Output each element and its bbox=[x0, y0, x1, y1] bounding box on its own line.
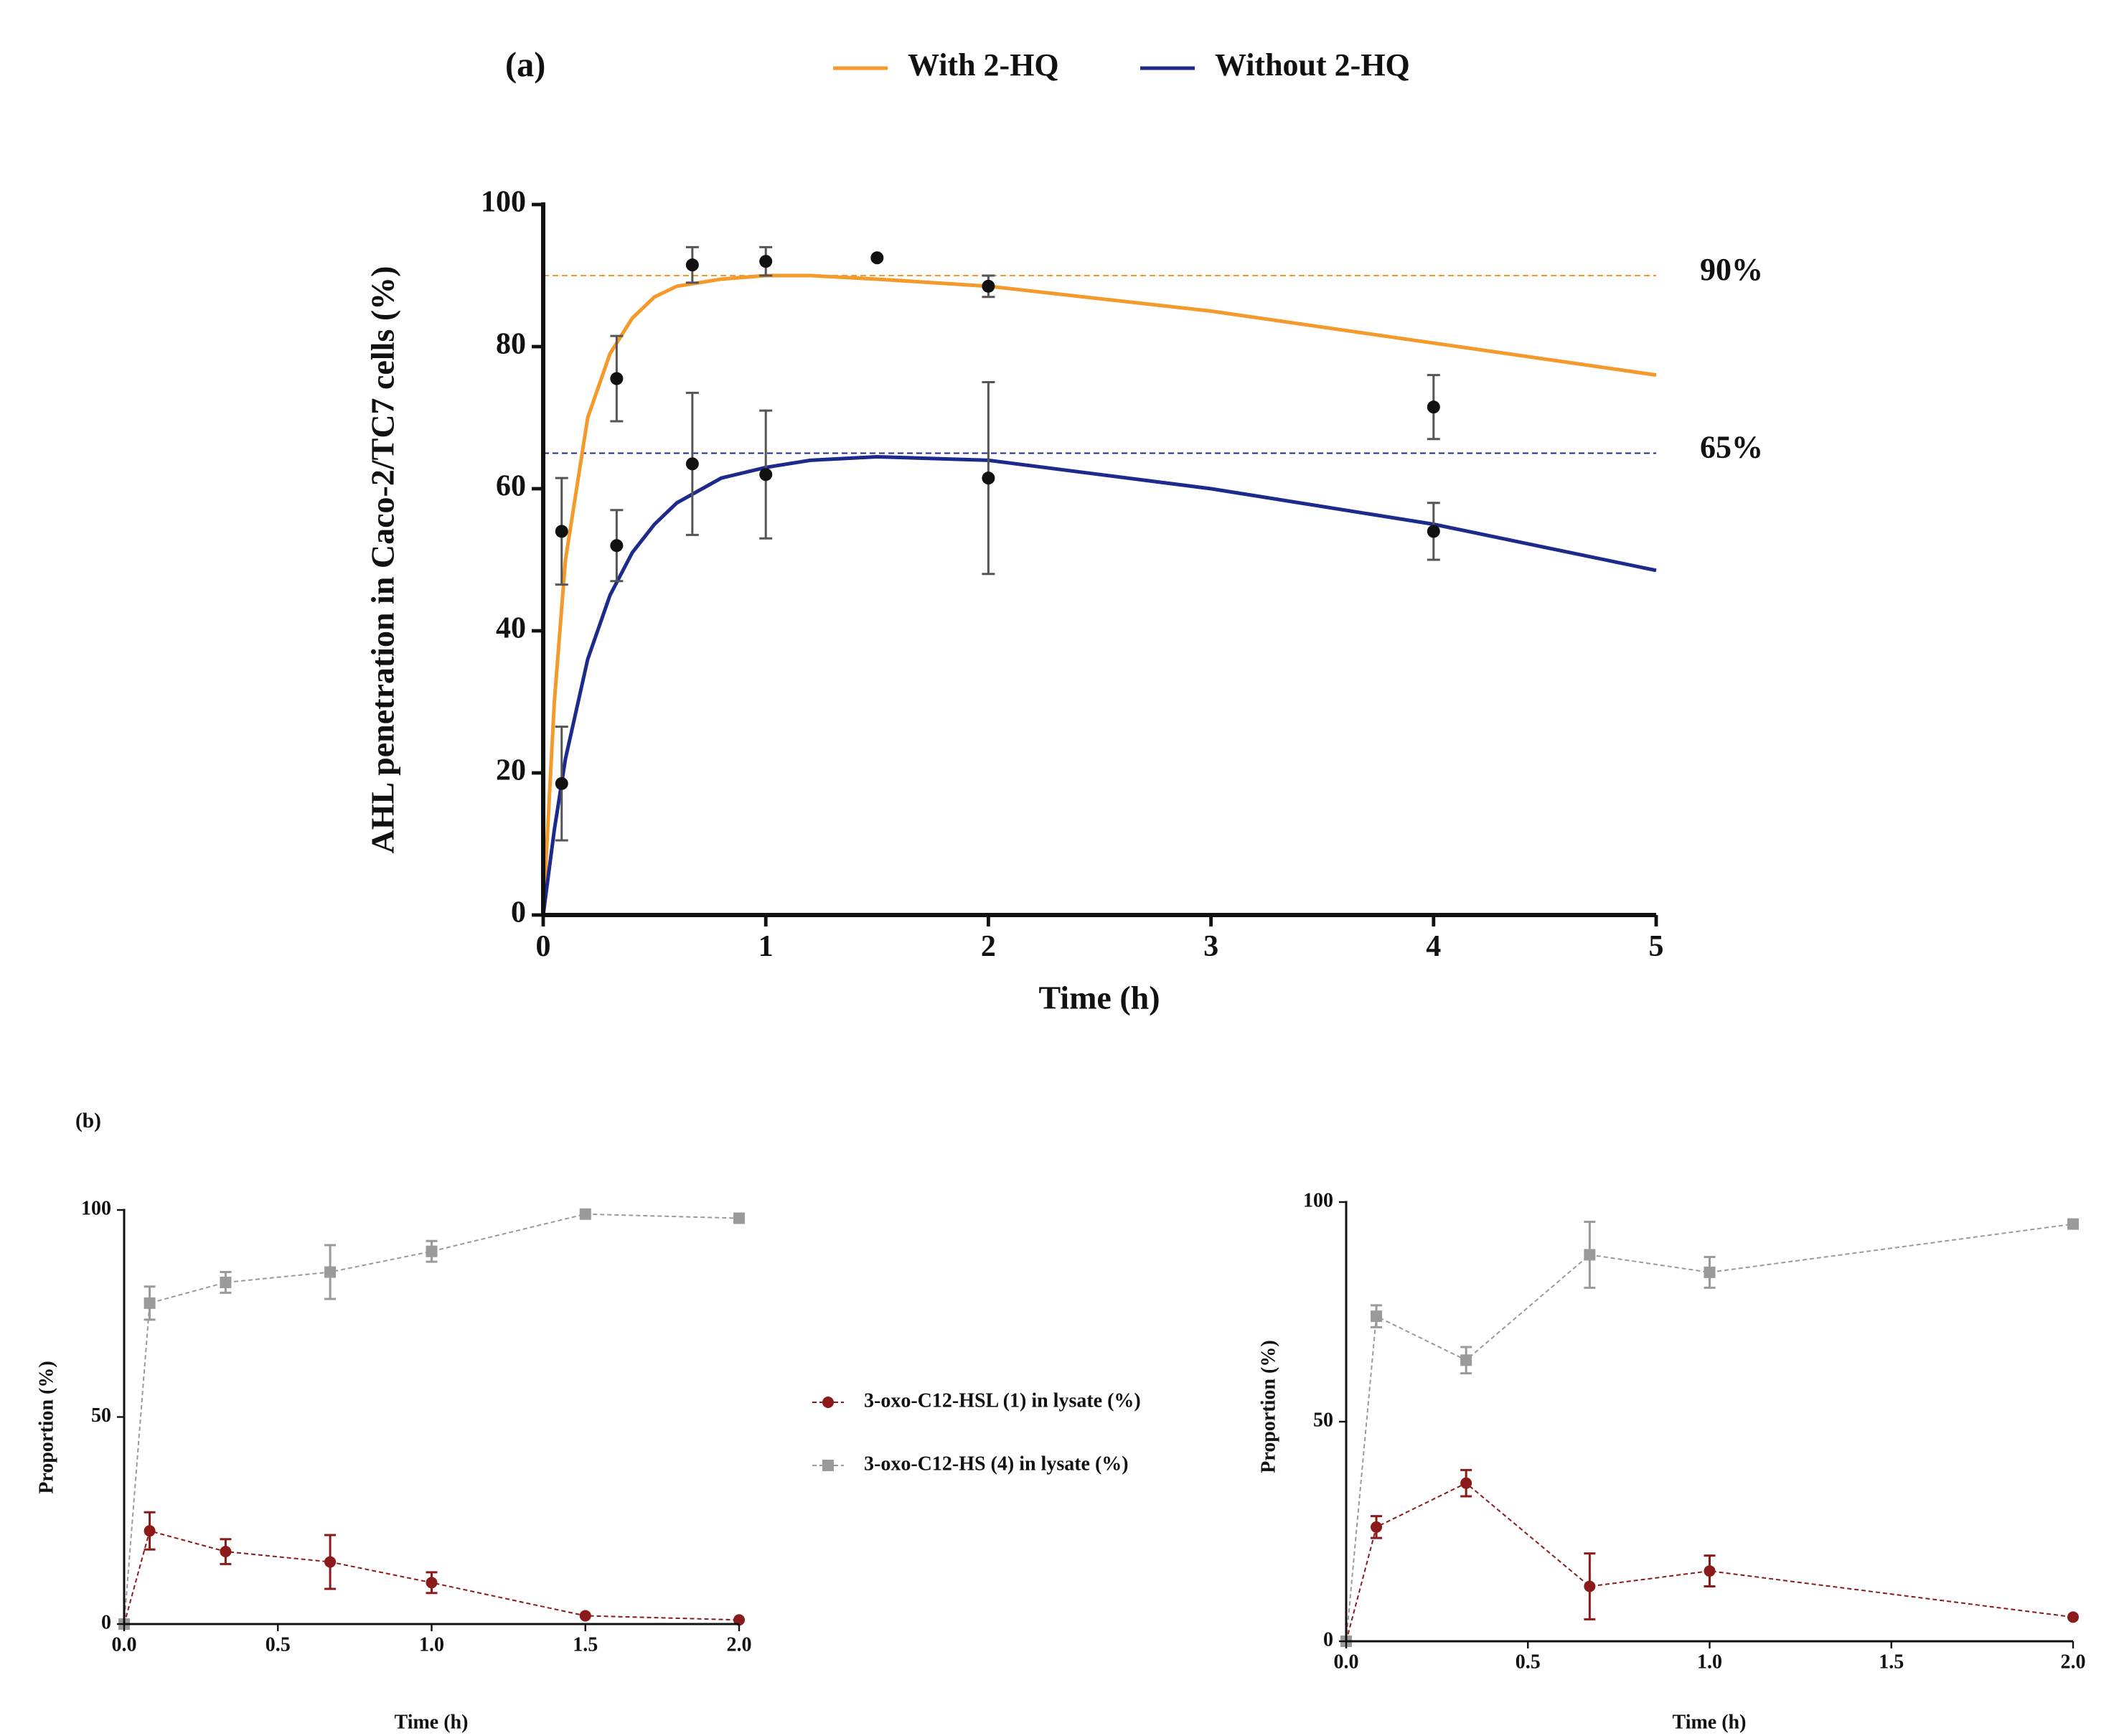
x-tick-label: 2 bbox=[981, 930, 996, 963]
x-tick-label: 1.0 bbox=[419, 1633, 444, 1656]
marker bbox=[733, 1614, 745, 1626]
marker bbox=[685, 457, 699, 471]
y-tick-label: 50 bbox=[1313, 1409, 1333, 1431]
marker bbox=[324, 1556, 337, 1568]
marker bbox=[144, 1525, 156, 1537]
y-tick-label: 100 bbox=[81, 1197, 111, 1219]
marker bbox=[426, 1577, 438, 1589]
x-tick-label: 0.0 bbox=[1334, 1651, 1359, 1673]
y-tick-label: 60 bbox=[496, 470, 526, 503]
x-axis-label: Time (h) bbox=[1038, 980, 1160, 1016]
x-tick-label: 2.0 bbox=[727, 1633, 752, 1656]
marker bbox=[685, 258, 699, 272]
marker bbox=[610, 539, 624, 553]
y-axis-label: AHL penetration in Caco-2/TC7 cells (%) bbox=[365, 266, 401, 854]
marker bbox=[982, 471, 995, 485]
x-tick-label: 4 bbox=[1426, 930, 1441, 963]
marker bbox=[870, 251, 884, 265]
series-line bbox=[123, 1213, 740, 1625]
x-tick-label: 1.5 bbox=[1879, 1651, 1904, 1673]
legend-marker bbox=[822, 1460, 834, 1471]
marker bbox=[220, 1546, 232, 1558]
series-line bbox=[1345, 1482, 2074, 1642]
y-tick-label: 0 bbox=[1323, 1628, 1333, 1651]
marker bbox=[1460, 1354, 1472, 1366]
legend-marker bbox=[822, 1397, 834, 1408]
series-line bbox=[541, 454, 1657, 916]
marker bbox=[324, 1266, 337, 1278]
marker bbox=[579, 1610, 591, 1622]
panel-label: (b) bbox=[75, 1109, 101, 1132]
x-axis-label: Time (h) bbox=[395, 1711, 469, 1733]
marker bbox=[579, 1208, 591, 1220]
series-line bbox=[541, 273, 1657, 916]
marker bbox=[1584, 1249, 1596, 1261]
marker bbox=[1460, 1477, 1472, 1489]
marker bbox=[220, 1276, 232, 1288]
x-tick-label: 1.5 bbox=[573, 1633, 598, 1656]
y-tick-label: 100 bbox=[1303, 1189, 1333, 1211]
x-tick-label: 0.5 bbox=[1516, 1651, 1541, 1673]
y-axis-label: Proportion (%) bbox=[35, 1361, 57, 1493]
marker bbox=[759, 468, 773, 482]
x-tick-label: 2.0 bbox=[2061, 1651, 2086, 1673]
x-tick-label: 3 bbox=[1203, 930, 1218, 963]
y-axis-label: Proportion (%) bbox=[1257, 1340, 1279, 1473]
y-tick-label: 0 bbox=[511, 896, 526, 929]
x-tick-label: 0.5 bbox=[266, 1633, 291, 1656]
marker bbox=[610, 372, 624, 385]
y-tick-label: 80 bbox=[496, 328, 526, 361]
marker bbox=[1427, 525, 1440, 538]
marker bbox=[1704, 1565, 1716, 1577]
marker bbox=[982, 279, 995, 293]
marker bbox=[2067, 1611, 2079, 1623]
x-axis-label: Time (h) bbox=[1673, 1711, 1747, 1733]
x-tick-label: 5 bbox=[1649, 930, 1664, 963]
marker bbox=[426, 1245, 438, 1257]
panel-label: (a) bbox=[505, 46, 545, 84]
marker bbox=[1371, 1521, 1383, 1533]
x-tick-label: 0.0 bbox=[112, 1633, 137, 1656]
marker bbox=[1704, 1266, 1716, 1278]
marker bbox=[555, 525, 568, 538]
series-line bbox=[1345, 1223, 2074, 1642]
reference-label: 90% bbox=[1700, 252, 1763, 287]
marker bbox=[1584, 1580, 1596, 1592]
y-tick-label: 50 bbox=[91, 1404, 111, 1427]
legend-label: 3-oxo-C12-HSL (1) in lysate (%) bbox=[864, 1389, 1141, 1412]
legend-label: Without 2-HQ bbox=[1215, 47, 1410, 83]
marker bbox=[759, 255, 773, 268]
legend-label: With 2-HQ bbox=[908, 47, 1059, 83]
marker bbox=[733, 1212, 745, 1224]
marker bbox=[144, 1297, 156, 1309]
y-tick-label: 20 bbox=[496, 754, 526, 787]
y-tick-label: 100 bbox=[481, 186, 526, 219]
marker bbox=[1427, 400, 1440, 414]
legend-label: 3-oxo-C12-HS (4) in lysate (%) bbox=[864, 1453, 1129, 1475]
marker bbox=[555, 776, 568, 790]
x-tick-label: 0 bbox=[536, 930, 551, 963]
x-tick-label: 1.0 bbox=[1697, 1651, 1722, 1673]
y-tick-label: 0 bbox=[101, 1611, 111, 1633]
y-tick-label: 40 bbox=[496, 612, 526, 645]
marker bbox=[1371, 1310, 1383, 1323]
marker bbox=[2067, 1218, 2079, 1230]
reference-label: 65% bbox=[1700, 430, 1763, 465]
x-tick-label: 1 bbox=[758, 930, 774, 963]
